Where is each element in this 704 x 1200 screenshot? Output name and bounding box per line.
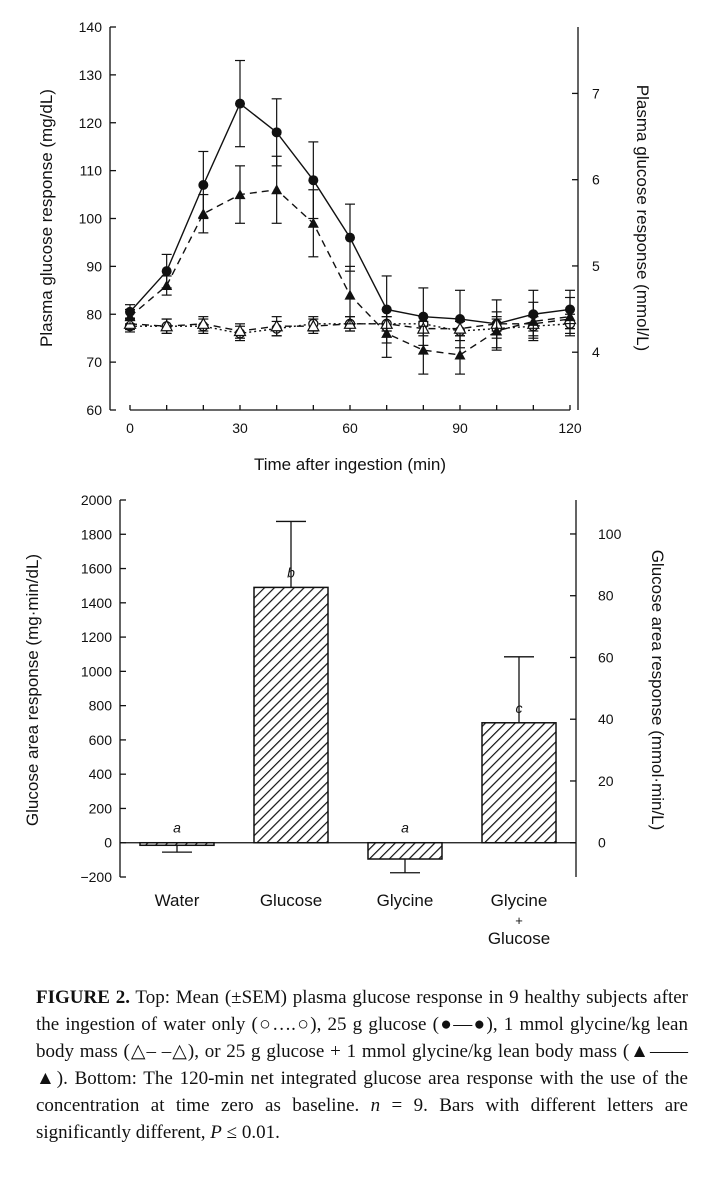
significance-letter: b (287, 564, 295, 580)
y2-axis-title: Plasma glucose response (mmol/L) (633, 85, 652, 351)
caption-p-text: ≤ 0.01. (221, 1122, 280, 1143)
y-tick-label: 70 (86, 354, 102, 370)
y-tick-label: 1200 (81, 629, 112, 645)
x-tick-label: 120 (558, 420, 582, 436)
data-point (197, 208, 209, 219)
bar (481, 722, 557, 844)
category-label: + (515, 913, 523, 928)
data-point (454, 349, 466, 360)
data-point (233, 324, 247, 337)
y2-tick-label: 40 (598, 711, 614, 727)
category-label: Glycine (377, 891, 434, 910)
y2-axis-title: Glucose area response (mmol·min/L) (648, 550, 667, 831)
y-tick-label: 110 (80, 163, 103, 179)
y-tick-label: 1000 (81, 663, 112, 679)
y-tick-label: 100 (79, 211, 103, 227)
category-label: Water (155, 891, 200, 910)
caption-p-symbol: P (210, 1122, 222, 1143)
data-point (161, 266, 172, 277)
y-tick-label: 800 (89, 698, 113, 714)
data-point (270, 319, 284, 332)
y-tick-label: 130 (79, 67, 103, 83)
y-tick-label: 60 (86, 402, 102, 418)
data-point (124, 311, 136, 322)
data-point (453, 321, 467, 334)
data-point (418, 311, 429, 322)
y2-tick-label: 5 (592, 258, 600, 274)
y-tick-label: 0 (104, 835, 112, 851)
bar-chart: −200020040060080010001200140016001800200… (23, 492, 667, 948)
y2-tick-label: 80 (598, 588, 614, 604)
data-point (564, 311, 576, 322)
series-filled-triangle (124, 155, 576, 375)
y-tick-label: 80 (86, 306, 102, 322)
category-label: Glucose (260, 891, 322, 910)
x-tick-label: 30 (232, 420, 248, 436)
data-point (235, 98, 245, 109)
series-open-triangle (123, 308, 577, 339)
x-tick-label: 60 (342, 420, 358, 436)
bar (253, 586, 329, 844)
caption-label: FIGURE 2. (36, 987, 130, 1008)
data-point (271, 184, 283, 195)
y-tick-label: 120 (79, 115, 103, 131)
y-tick-label: 1800 (81, 526, 112, 542)
data-point (491, 325, 503, 336)
y-axis-title: Plasma glucose response (mg/dL) (37, 89, 56, 347)
data-point (417, 344, 429, 355)
category-label: Glucose (488, 929, 550, 948)
caption-n-text: = 9. Bars with different letters are sig… (36, 1095, 688, 1143)
y2-tick-label: 20 (598, 773, 614, 789)
y-tick-label: 600 (89, 732, 113, 748)
data-point (344, 289, 356, 300)
data-point (271, 127, 282, 138)
y2-tick-label: 100 (598, 526, 622, 542)
data-point (345, 232, 355, 243)
data-point (234, 189, 246, 200)
y-tick-label: 1600 (81, 561, 112, 577)
significance-letter: a (173, 820, 181, 836)
x-tick-label: 90 (452, 420, 468, 436)
y2-tick-label: 4 (592, 344, 600, 360)
data-point (161, 280, 173, 291)
y2-tick-label: 0 (598, 835, 606, 851)
data-point (527, 315, 539, 326)
x-axis-title: Time after ingestion (min) (254, 455, 446, 474)
data-point (306, 319, 320, 332)
bar-group: a Water (139, 820, 215, 910)
y2-tick-label: 60 (598, 649, 614, 665)
caption-n-symbol: n (370, 1095, 381, 1116)
data-point (308, 175, 319, 186)
data-point (307, 217, 319, 228)
y-tick-label: 400 (89, 766, 113, 782)
y2-tick-label: 6 (592, 172, 600, 188)
y-tick-label: 2000 (81, 492, 112, 508)
bar-group: c Glycine +Glucose (481, 656, 557, 948)
x-tick-label: 0 (126, 420, 134, 436)
data-point (198, 179, 209, 190)
y-tick-label: 90 (86, 258, 102, 274)
data-point (196, 317, 210, 329)
bar (367, 841, 443, 860)
category-label: Glycine (491, 891, 548, 910)
y-tick-label: 200 (89, 800, 113, 816)
y-tick-label: 140 (79, 19, 103, 35)
y-tick-label: 1400 (81, 595, 112, 611)
y2-tick-label: 7 (592, 85, 600, 101)
bar-group: b Glucose (253, 520, 329, 910)
significance-letter: c (516, 700, 523, 716)
figure-caption: FIGURE 2. Top: Mean (±SEM) plasma glucos… (36, 984, 688, 1146)
bar (139, 841, 215, 847)
significance-letter: a (401, 820, 409, 836)
bar-group: a Glycine (367, 820, 443, 910)
y-tick-label: −200 (80, 869, 112, 885)
y-axis-title: Glucose area response (mg·min/dL) (23, 554, 42, 826)
data-point (381, 327, 393, 338)
caption-text: Top: Mean (±SEM) plasma glucose response… (36, 987, 688, 1116)
data-point (160, 319, 174, 332)
